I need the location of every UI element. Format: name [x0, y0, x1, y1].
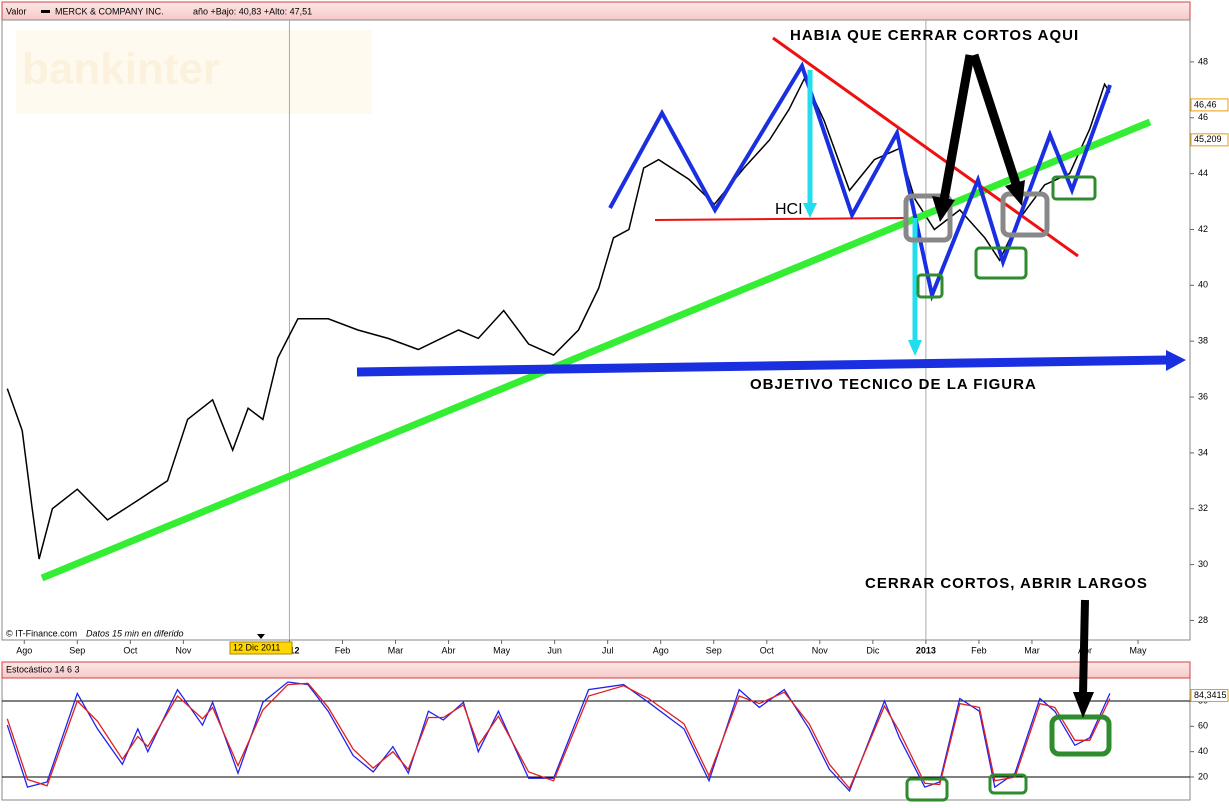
y-tick-label: 42	[1198, 224, 1208, 234]
highlight-box	[1000, 191, 1050, 238]
callout-arrow	[1079, 599, 1089, 696]
range-text: año +Bajo: 40,83 +Alto: 47,51	[193, 6, 312, 16]
target-arrow	[356, 355, 1169, 377]
signal-box	[1049, 714, 1112, 757]
watermark-box	[16, 30, 372, 114]
arrow-head	[803, 203, 817, 218]
resistance-line	[772, 36, 1079, 258]
y-tick-label: 38	[1198, 336, 1208, 346]
price-frame	[1, 19, 1191, 641]
x-tick-label: May	[1130, 645, 1148, 655]
price-line	[6, 681, 1111, 793]
x-tick-label: Sep	[69, 645, 85, 655]
price-line	[6, 76, 1111, 560]
cursor-date: 12 Dic 2011	[229, 634, 293, 655]
callout-arrow	[969, 53, 1021, 186]
annotation: CERRAR CORTOS, ABRIR LARGOS	[865, 575, 1148, 592]
x-tick-label: Ago	[653, 645, 669, 655]
y-tick-label: 60	[1198, 721, 1208, 731]
price-line	[6, 682, 1111, 790]
x-tick-label: Nov	[175, 645, 192, 655]
arrow-head	[1005, 180, 1025, 206]
price-marker	[1190, 133, 1229, 147]
price-marker-label: 46,46	[1194, 99, 1217, 109]
cursor-pointer	[257, 634, 265, 639]
plot: AgoSepOctNov2012FebMarAbrMayJunJulAgoSep…	[2, 20, 1229, 793]
y-tick-label: 32	[1198, 503, 1208, 513]
signal-box	[905, 777, 949, 802]
signal-box	[916, 273, 944, 299]
header-label: Valor	[6, 6, 26, 16]
x-tick-label: Mar	[388, 645, 404, 655]
watermark: bankinter	[22, 45, 220, 94]
signal-box	[974, 246, 1028, 280]
annotation: HCI	[775, 201, 803, 218]
legend-entry: MERCK & COMPANY INC.	[55, 6, 164, 16]
neckline	[654, 217, 906, 221]
price-marker	[1190, 689, 1229, 703]
price-marker	[1190, 98, 1229, 112]
x-tick-label: Dic	[866, 645, 879, 655]
y-tick-label: 48	[1198, 56, 1208, 66]
x-tick-label: Mar	[1024, 645, 1040, 655]
x-tick-label: Jul	[602, 645, 614, 655]
annotation: HABIA QUE CERRAR CORTOS AQUI	[790, 27, 1079, 44]
x-tick-label: Sep	[706, 645, 722, 655]
cursor-date-text: 12 Dic 2011	[233, 642, 280, 652]
y-tick-label: 30	[1198, 559, 1208, 569]
arrow-head	[932, 196, 955, 222]
x-tick-label: Feb	[971, 645, 987, 655]
x-tick-label: Oct	[760, 645, 775, 655]
trend-line	[40, 118, 1152, 582]
signal-box	[1051, 175, 1097, 201]
x-tick-label: Abr	[442, 645, 456, 655]
y-tick-label: 46	[1198, 112, 1208, 122]
price-marker-label: 45,209	[1194, 134, 1222, 144]
arrow-head	[908, 340, 922, 356]
x-tick-label: Feb	[335, 645, 351, 655]
overlays: HABIA QUE CERRAR CORTOS AQUI HCI OBJETIV…	[40, 27, 1186, 802]
delay-note: Datos 15 min en diferido	[86, 628, 184, 638]
annotation: OBJETIVO TECNICO DE LA FIGURA	[750, 376, 1037, 393]
y-tick-label: 40	[1198, 746, 1208, 756]
y-tick-label: 40	[1198, 280, 1208, 290]
x-tick-label: Oct	[123, 645, 138, 655]
signal-box	[988, 773, 1028, 795]
x-tick-label: May	[493, 645, 511, 655]
stoch-title: Estocástico 14 6 3	[6, 664, 80, 674]
y-tick-label: 34	[1198, 447, 1208, 457]
x-tick-label: Jun	[547, 645, 562, 655]
source: © IT-Finance.com	[6, 628, 77, 638]
cursor-date-box	[229, 641, 293, 655]
arrow-head	[1166, 350, 1186, 371]
y-tick-label: 44	[1198, 168, 1208, 178]
x-tick-label: 2013	[916, 645, 936, 655]
y-tick-label: 20	[1198, 771, 1208, 781]
x-tick-label: Ago	[16, 645, 32, 655]
x-tick-label: Nov	[812, 645, 829, 655]
price-marker-label: 84,3415	[1194, 690, 1227, 700]
y-tick-label: 28	[1198, 615, 1208, 625]
callout-arrow	[939, 54, 975, 201]
legend-swatch	[41, 10, 50, 13]
arrow-head	[1073, 692, 1094, 718]
y-tick-label: 36	[1198, 391, 1208, 401]
highlight-box	[903, 193, 953, 243]
stoch-header	[1, 661, 1191, 679]
header-bar	[1, 1, 1191, 21]
pattern-zigzag	[608, 61, 1112, 302]
